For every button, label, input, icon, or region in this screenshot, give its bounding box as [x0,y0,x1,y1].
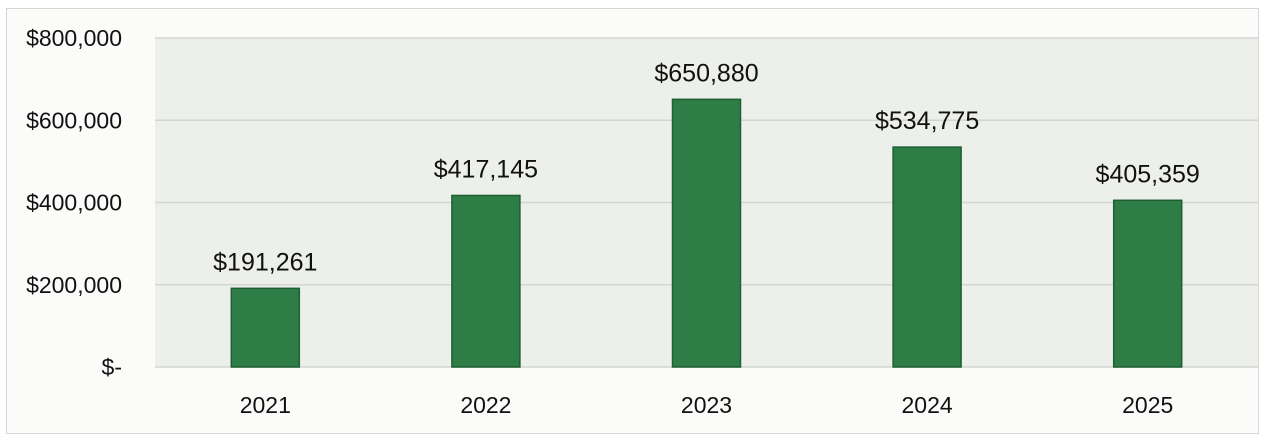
bar-2025 [1112,199,1183,368]
x-axis: 2021 2022 2023 2024 2025 [240,392,1174,418]
y-tick-label: $400,000 [26,190,122,216]
y-tick-label: $800,000 [26,25,122,51]
bar-2024 [892,146,962,368]
x-tick-label: 2025 [1122,392,1173,418]
bars [230,98,1183,368]
y-tick-label: $- [102,354,122,380]
y-axis: $- $200,000 $400,000 $600,000 $800,000 [26,25,122,380]
bar-2023 [671,98,742,368]
data-label: $534,775 [875,107,979,135]
x-tick-label: 2022 [460,392,511,418]
bar-2021 [230,287,301,368]
y-tick-label: $200,000 [26,272,122,298]
data-label: $650,880 [654,59,758,87]
x-tick-label: 2021 [240,392,291,418]
bar-2022 [451,194,521,368]
data-label: $191,261 [213,248,317,276]
data-label: $405,359 [1096,160,1200,188]
y-tick-label: $600,000 [26,107,122,133]
x-tick-label: 2024 [902,392,953,418]
data-label: $417,145 [434,155,538,183]
data-labels: $191,261 $417,145 $650,880 $534,775 $405,359 [213,59,1200,276]
x-tick-label: 2023 [681,392,732,418]
